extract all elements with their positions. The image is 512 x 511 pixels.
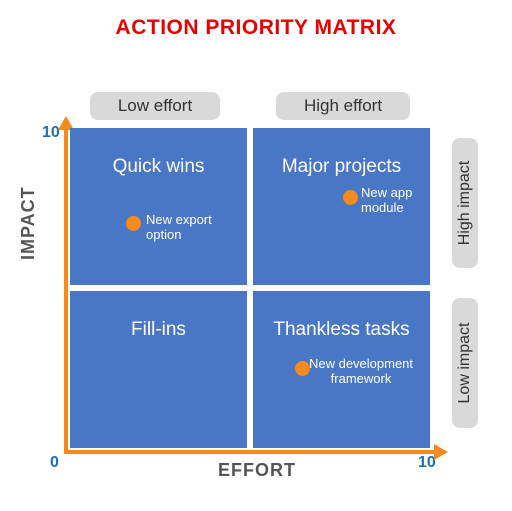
priority-matrix: Quick wins New export option Major proje…	[70, 128, 430, 448]
row-header-high-impact: High impact	[452, 138, 478, 268]
x-axis-label: EFFORT	[218, 460, 296, 481]
chart-title: ACTION PRIORITY MATRIX	[0, 16, 512, 40]
quadrant-fill-ins: Fill-ins	[70, 291, 247, 448]
quadrant-title: Thankless tasks	[253, 319, 430, 341]
row-header-low-impact: Low impact	[452, 298, 478, 428]
quadrant-major-projects: Major projects New app module	[253, 128, 430, 285]
item-label-new-app-module: New app module	[361, 186, 427, 216]
item-dot-new-export-option	[126, 216, 141, 231]
y-axis-label: IMPACT	[18, 186, 39, 260]
axis-origin: 0	[50, 454, 59, 472]
quadrant-title: Quick wins	[70, 156, 247, 178]
col-header-high-effort: High effort	[276, 92, 410, 120]
quadrant-title: Fill-ins	[70, 319, 247, 341]
quadrant-thankless-tasks: Thankless tasks New development framewor…	[253, 291, 430, 448]
quadrant-quick-wins: Quick wins New export option	[70, 128, 247, 285]
col-header-low-effort: Low effort	[90, 92, 220, 120]
item-dot-new-app-module	[343, 190, 358, 205]
item-label-new-dev-framework: New development framework	[301, 357, 421, 387]
quadrant-title: Major projects	[253, 156, 430, 178]
item-label-new-export-option: New export option	[146, 213, 232, 243]
